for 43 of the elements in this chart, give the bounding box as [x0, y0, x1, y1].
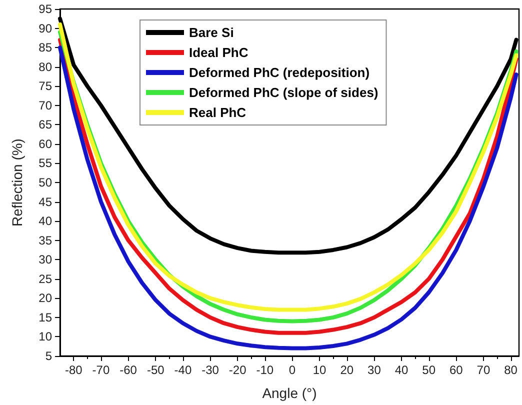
y-tick-label: 25: [38, 272, 52, 286]
legend-label: Real PhC: [189, 105, 247, 120]
y-axis-title: Reflection (%): [9, 138, 25, 226]
y-tick-label: 45: [38, 194, 52, 209]
x-tick-label: 50: [422, 363, 436, 377]
x-tick-label: -40: [174, 363, 192, 377]
x-tick-label: 70: [476, 363, 490, 377]
x-tick-label: 30: [368, 363, 382, 377]
y-tick-label: 90: [38, 21, 52, 36]
y-tick-label: 95: [38, 2, 52, 16]
y-tick-label: 55: [38, 156, 52, 170]
y-tick-label: 40: [38, 214, 52, 228]
x-tick-label: -10: [256, 363, 274, 377]
x-tick-label: -70: [92, 363, 110, 377]
legend-label: Bare Si: [189, 25, 234, 40]
legend-label: Deformed PhC (slope of sides): [189, 85, 378, 100]
x-tick-label: 10: [312, 363, 327, 377]
x-tick-label: -80: [64, 363, 83, 377]
legend-label: Deformed PhC (redeposition): [189, 65, 370, 80]
x-tick-label: 0: [288, 363, 296, 377]
x-tick-label: 60: [449, 363, 464, 377]
y-tick-label: 35: [38, 233, 52, 248]
y-tick-label: 75: [38, 79, 52, 94]
x-tick-label: -50: [146, 363, 165, 377]
x-tick-label: 40: [394, 363, 409, 377]
y-tick-label: 15: [38, 310, 52, 324]
y-tick-label: 65: [38, 118, 52, 132]
y-tick-label: 60: [38, 136, 52, 151]
y-tick-label: 80: [38, 60, 52, 74]
y-tick-label: 20: [38, 291, 52, 306]
x-axis-title: Angle (°): [262, 385, 317, 401]
y-tick-label: 30: [38, 252, 52, 267]
x-tick-label: 20: [340, 363, 354, 377]
legend-label: Ideal PhC: [189, 45, 249, 60]
y-tick-label: 5: [45, 349, 52, 363]
y-tick-label: 70: [38, 98, 52, 112]
y-tick-label: 50: [38, 176, 52, 190]
x-tick-label: -30: [202, 363, 220, 377]
y-tick-label: 85: [38, 40, 52, 55]
y-tick-label: 10: [38, 330, 52, 344]
x-tick-label: -20: [228, 363, 247, 377]
x-tick-label: -60: [120, 363, 138, 377]
x-tick-label: 80: [504, 363, 518, 377]
